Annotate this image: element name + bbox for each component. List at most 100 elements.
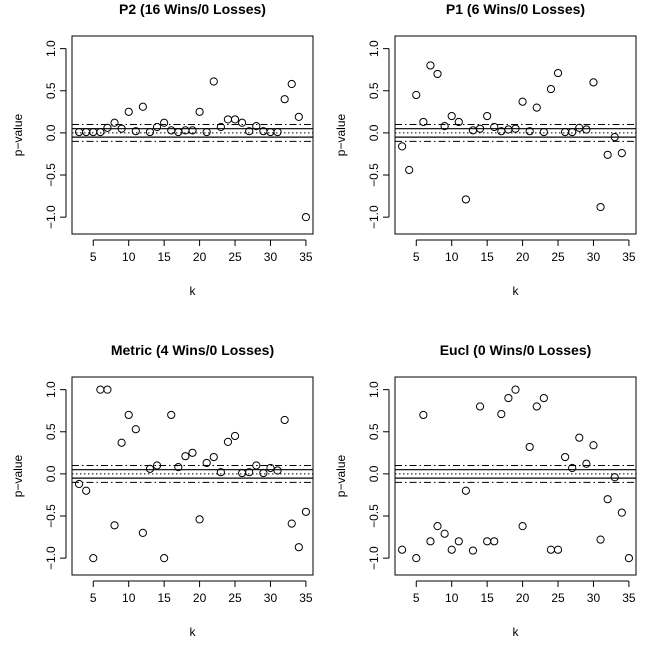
y-axis-label: p−value xyxy=(11,113,25,156)
y-tick-label: −1.0 xyxy=(44,205,58,229)
data-point xyxy=(433,522,442,531)
y-tick-label: −1.0 xyxy=(44,546,58,570)
data-point xyxy=(518,97,527,106)
data-point xyxy=(216,468,225,477)
x-tick-label: 15 xyxy=(157,591,171,605)
data-point xyxy=(294,543,303,552)
y-tick-label: −1.0 xyxy=(367,546,381,570)
y-tick-label: −0.5 xyxy=(367,504,381,528)
data-point xyxy=(447,545,456,554)
chart-title: P1 (6 Wins/0 Losses) xyxy=(446,1,585,17)
x-tick-label: 15 xyxy=(157,250,171,264)
data-point xyxy=(603,150,612,159)
x-tick-label: 20 xyxy=(516,591,530,605)
x-tick-label: 5 xyxy=(90,591,97,605)
x-tick-label: 5 xyxy=(90,250,97,264)
y-tick-label: 1.0 xyxy=(367,381,381,398)
data-point xyxy=(454,117,463,127)
data-point xyxy=(568,127,577,137)
data-point xyxy=(468,126,478,135)
data-point xyxy=(230,431,240,441)
data-point xyxy=(124,410,133,420)
y-tick-label: 0.0 xyxy=(44,124,58,141)
data-point xyxy=(596,202,605,212)
data-point xyxy=(397,545,407,554)
data-point xyxy=(412,90,421,100)
data-point xyxy=(426,537,435,546)
data-point xyxy=(553,545,563,554)
x-tick-label: 10 xyxy=(122,250,136,264)
data-point xyxy=(539,393,548,403)
data-point xyxy=(209,77,218,86)
y-tick-label: 1.0 xyxy=(44,40,58,57)
data-point xyxy=(440,529,449,538)
data-point xyxy=(252,461,261,470)
data-point xyxy=(89,127,98,137)
data-point xyxy=(532,402,541,411)
data-point xyxy=(617,508,626,517)
plot-frame xyxy=(394,376,637,576)
data-point xyxy=(483,111,492,121)
data-point xyxy=(287,79,296,89)
x-tick-label: 30 xyxy=(587,250,601,264)
data-point xyxy=(145,127,155,137)
x-axis-label: k xyxy=(513,284,520,298)
x-tick-label: 25 xyxy=(551,591,565,605)
data-point xyxy=(152,461,162,470)
data-point xyxy=(532,103,541,112)
data-point xyxy=(419,117,428,127)
data-point xyxy=(96,385,105,394)
x-tick-label: 20 xyxy=(516,250,530,264)
x-tick-label: 10 xyxy=(122,591,136,605)
data-point xyxy=(511,124,520,133)
data-point xyxy=(131,425,140,434)
x-tick-label: 30 xyxy=(264,250,278,264)
data-point xyxy=(589,78,598,87)
x-tick-label: 30 xyxy=(587,591,601,605)
x-tick-label: 5 xyxy=(413,591,420,605)
chart-panel-2: P1 (6 Wins/0 Losses) 5 10 15 20 25 30 35 k −1.0 −0… xyxy=(334,1,637,298)
x-axis-label: k xyxy=(513,625,520,639)
data-point xyxy=(273,466,282,475)
data-point xyxy=(82,127,91,137)
data-point xyxy=(561,452,570,462)
x-axis-label: k xyxy=(190,625,197,639)
x-tick-label: 35 xyxy=(622,250,636,264)
data-point xyxy=(82,486,91,495)
data-point xyxy=(589,441,598,450)
data-point xyxy=(412,554,421,563)
data-point xyxy=(280,415,289,425)
data-point xyxy=(546,84,556,94)
y-tick-label: 1.0 xyxy=(44,381,58,398)
data-point xyxy=(230,115,240,124)
data-point xyxy=(603,495,612,504)
y-tick-label: 0.5 xyxy=(44,423,58,440)
data-point xyxy=(160,554,169,563)
data-point xyxy=(397,142,407,151)
y-tick-label: 0.5 xyxy=(367,82,381,99)
plot-frame xyxy=(71,35,314,235)
y-tick-label: 0.0 xyxy=(367,124,381,141)
x-tick-label: 30 xyxy=(264,591,278,605)
data-point xyxy=(223,437,233,446)
y-tick-label: 0.5 xyxy=(367,423,381,440)
data-point xyxy=(301,213,311,222)
data-point xyxy=(117,124,126,133)
x-tick-label: 15 xyxy=(480,591,494,605)
data-point xyxy=(167,410,176,420)
data-point xyxy=(103,385,112,394)
x-tick-label: 20 xyxy=(193,591,207,605)
data-point xyxy=(440,122,449,131)
data-point xyxy=(74,479,84,489)
data-point xyxy=(518,522,527,531)
y-tick-label: −1.0 xyxy=(367,205,381,229)
data-point xyxy=(160,118,169,127)
chart-title: P2 (16 Wins/0 Losses) xyxy=(119,1,266,17)
data-point xyxy=(610,133,619,142)
data-point xyxy=(461,195,470,204)
data-point xyxy=(145,464,155,473)
data-point xyxy=(280,95,289,104)
data-point xyxy=(188,126,197,135)
data-point xyxy=(195,107,204,116)
